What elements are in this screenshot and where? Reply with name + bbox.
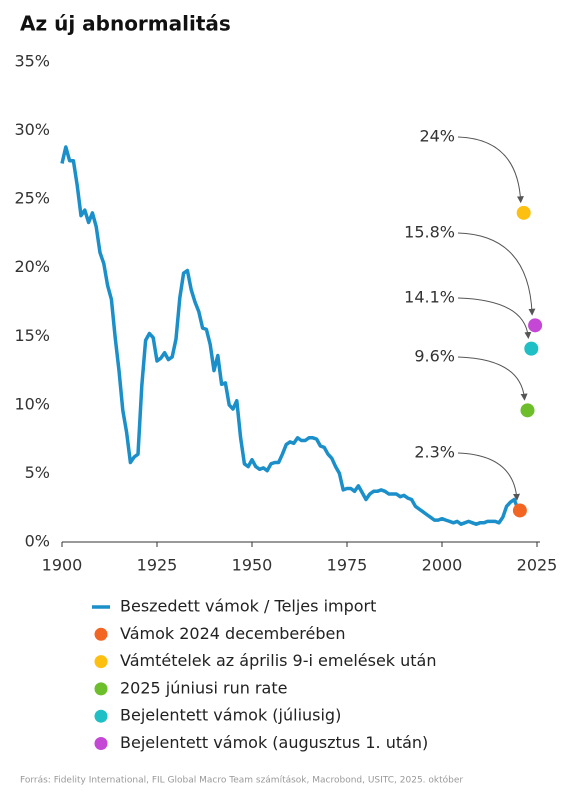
line-series [60,145,520,526]
x-tick-label: 1900 [42,556,83,575]
annotation-arrow [457,297,532,340]
chart-title: Az új abnormalitás [20,12,231,36]
point [528,318,543,333]
y-tick-label: 5% [25,463,50,482]
y-tick-label: 15% [14,326,50,345]
x-tick-label: 1950 [232,556,273,575]
value-label: 2.3% [414,443,455,462]
source-note: Forrás: Fidelity International, FIL Glob… [20,775,463,786]
legend-label: Bejelentett vámok (augusztus 1. után) [120,733,428,752]
value-label: 9.6% [414,347,455,366]
value-label: 15.8% [404,223,455,242]
legend-label: Vámok 2024 decemberében [120,624,345,643]
x-tick-label: 1925 [137,556,178,575]
value-label: 14.1% [404,288,455,307]
legend-label: Bejelentett vámok (júliusig) [120,706,341,725]
value-label: 24% [419,127,455,146]
y-tick-label: 25% [14,189,50,208]
point [512,503,527,518]
annotation-arrow [457,232,536,316]
y-tick-label: 35% [14,52,50,71]
legend-label: Beszedett vámok / Teljes import [120,597,376,616]
y-tick-label: 20% [14,257,50,276]
annotation-arrow [457,452,521,501]
x-tick-label: 2025 [517,556,558,575]
legend-swatch [94,655,108,669]
point [516,205,531,220]
legend-swatch [94,682,108,696]
y-tick-label: 10% [14,394,50,413]
y-tick-label: 0% [25,532,50,551]
legend-label: Vámtételek az április 9-i emelések után [120,651,437,670]
legend-swatch [94,627,108,641]
x-tick-label: 1975 [327,556,368,575]
annotation-arrow [457,356,528,401]
legend-swatch [94,709,108,723]
legend-swatch [94,737,108,750]
point [524,341,539,356]
legend-label: 2025 júniusi run rate [120,678,287,697]
y-tick-label: 30% [14,120,50,139]
point [520,403,535,418]
annotation-arrow [457,136,524,204]
x-tick-label: 2000 [422,556,463,575]
